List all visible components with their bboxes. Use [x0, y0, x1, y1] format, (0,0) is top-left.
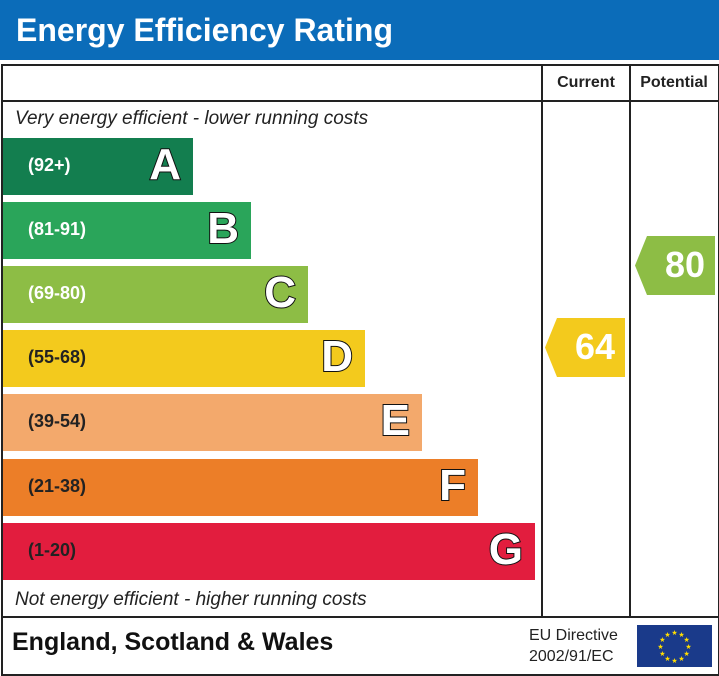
bottom-note: Not energy efficient - higher running co…: [15, 589, 367, 610]
star-icon: ★: [671, 629, 677, 637]
band-a: (92+) A: [3, 138, 193, 195]
band-letter: A: [148, 139, 182, 190]
current-column-header: Current: [557, 74, 615, 91]
band-range: (39-54): [28, 411, 87, 431]
star-icon: ★: [664, 655, 670, 663]
potential-column-header: Potential: [640, 74, 708, 91]
current-rating-arrow: 64: [545, 318, 625, 377]
potential-rating-arrow: 80: [635, 236, 715, 295]
band-letter: F: [438, 460, 467, 511]
star-icon: ★: [659, 636, 665, 644]
star-icon: ★: [671, 657, 677, 665]
band-range: (81-91): [28, 219, 87, 239]
directive-line1: EU Directive: [529, 627, 618, 644]
band-range: (21-38): [28, 476, 87, 496]
star-icon: ★: [659, 650, 665, 658]
star-icon: ★: [683, 650, 689, 658]
star-icon: ★: [664, 631, 670, 639]
star-icon: ★: [683, 636, 689, 644]
band-letter: E: [380, 395, 411, 446]
band-range: (55-68): [28, 347, 87, 367]
header-bar: Energy Efficiency Rating: [0, 0, 719, 60]
band-letter: B: [206, 203, 240, 254]
star-icon: ★: [685, 643, 691, 651]
top-note: Very energy efficient - lower running co…: [15, 108, 369, 129]
divider: [541, 64, 543, 618]
divider: [1, 616, 718, 618]
region-label: England, Scotland & Wales: [12, 628, 334, 656]
band-e: (39-54) E: [3, 394, 422, 451]
band-range: (92+): [28, 155, 71, 175]
divider: [1, 100, 718, 102]
band-letter: D: [320, 331, 354, 382]
divider: [629, 64, 631, 618]
page-title: Energy Efficiency Rating: [16, 12, 393, 48]
band-range: (1-20): [28, 540, 77, 560]
band-letter: G: [488, 524, 524, 575]
band-range: (69-80): [28, 283, 87, 303]
band-b: (81-91) B: [3, 202, 251, 259]
potential-rating-value: 80: [664, 244, 705, 285]
current-rating-value: 64: [574, 326, 615, 367]
band-f: (21-38) F: [3, 459, 478, 516]
star-icon: ★: [678, 655, 684, 663]
directive-line2: 2002/91/EC: [529, 648, 614, 665]
band-g: (1-20) G: [3, 523, 535, 580]
eu-flag-icon: ★ ★ ★ ★ ★ ★ ★ ★ ★ ★ ★ ★: [637, 625, 712, 667]
band-c: (69-80) C: [3, 266, 308, 323]
band-d: (55-68) D: [3, 330, 365, 387]
star-icon: ★: [678, 631, 684, 639]
star-icon: ★: [657, 643, 663, 651]
band-letter: C: [263, 267, 297, 318]
